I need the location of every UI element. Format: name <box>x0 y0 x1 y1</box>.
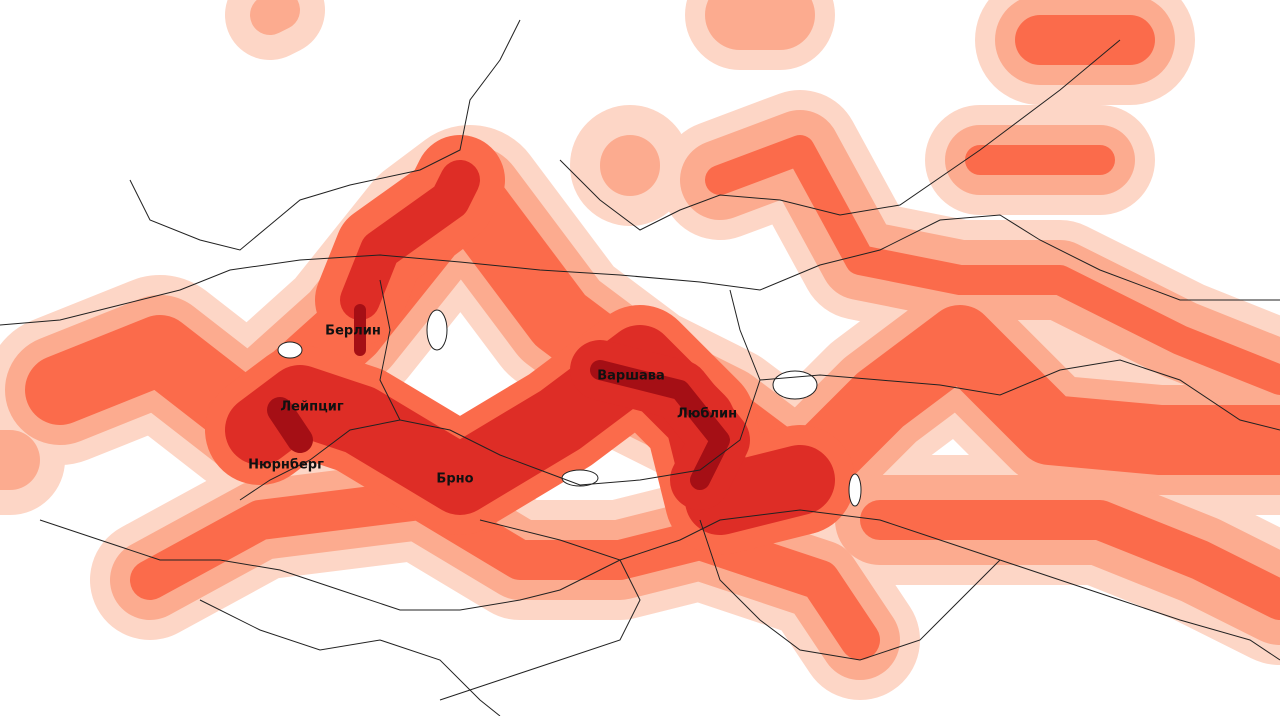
city-label: Варшава <box>597 369 665 384</box>
density-hole <box>772 370 818 400</box>
density-band <box>340 160 480 320</box>
density-layers <box>0 0 1280 700</box>
density-band <box>130 480 880 660</box>
city-label: Брно <box>436 472 473 487</box>
density-band <box>860 500 1280 620</box>
density-hole <box>848 473 862 507</box>
density-hole <box>277 341 303 359</box>
density-band <box>705 135 1280 395</box>
density-hole <box>426 309 448 351</box>
density-band <box>267 397 313 453</box>
city-labels: Берлин Лейпциг Нюрнберг Брно Варшава Люб… <box>248 324 737 487</box>
city-label: Берлин <box>325 324 381 339</box>
density-band <box>590 360 730 490</box>
density-band <box>250 0 300 35</box>
borders <box>0 19 1280 716</box>
city-label: Нюрнберг <box>248 458 324 473</box>
city-label: Лейпциг <box>280 400 343 415</box>
city-label: Люблин <box>677 407 737 422</box>
